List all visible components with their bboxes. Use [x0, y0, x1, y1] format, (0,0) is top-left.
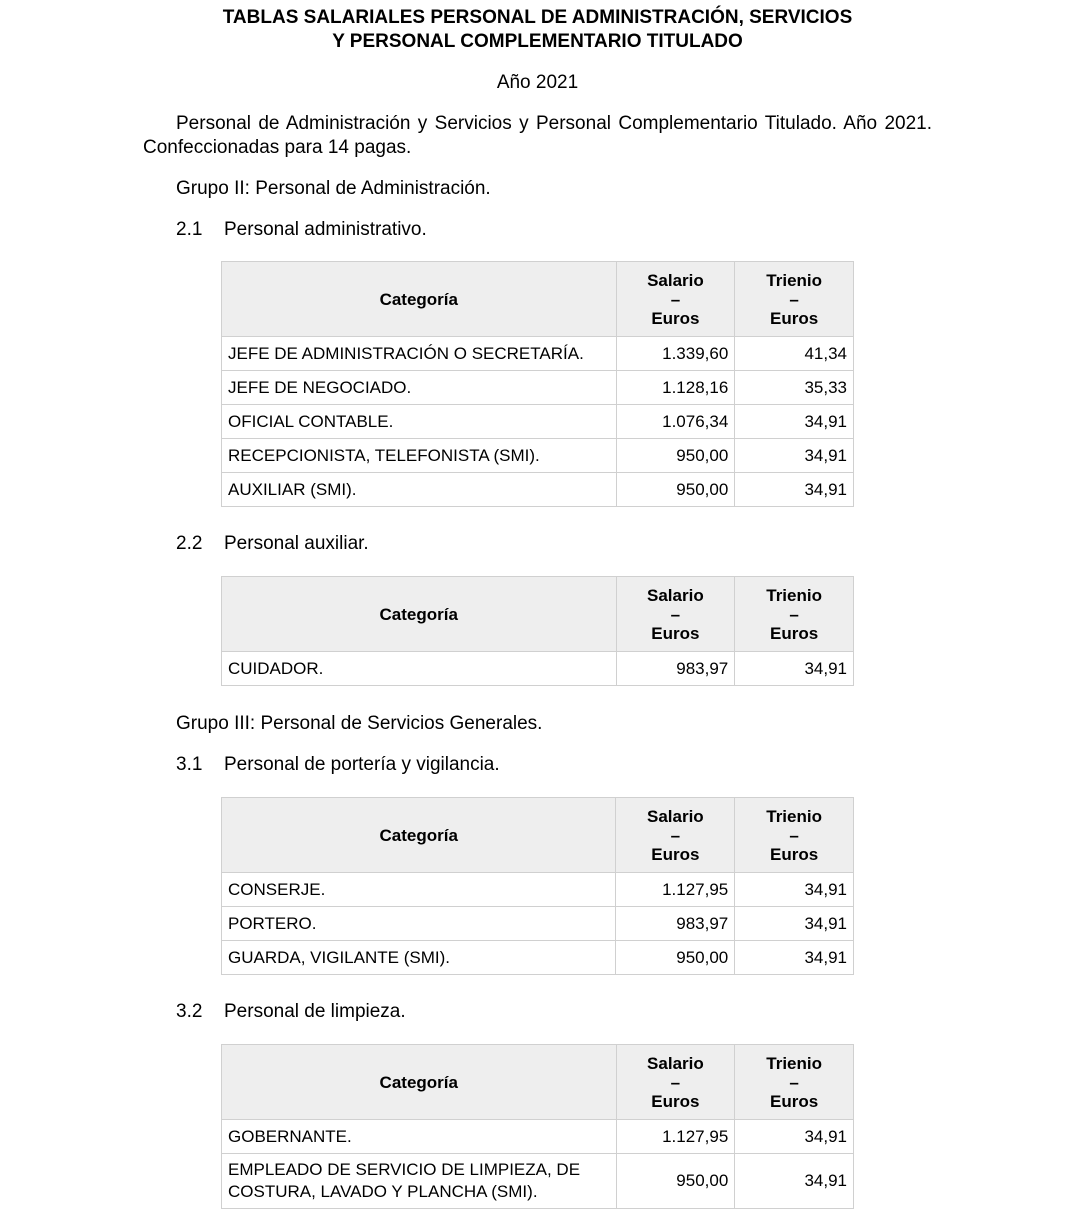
section-heading: 2.1 Personal administrativo.	[176, 219, 427, 241]
title-line-1: TABLAS SALARIALES PERSONAL DE ADMINISTRA…	[222, 7, 853, 28]
table-header-row: Categoría Salario – Euros Trienio – Euros	[221, 261, 854, 337]
cell-categoria: GOBERNANTE.	[221, 1119, 617, 1154]
table-row: CUIDADOR. 983,97 34,91	[221, 651, 854, 686]
header-salario: Salario – Euros	[615, 797, 736, 873]
cell-trienio: 34,91	[734, 438, 854, 473]
section-heading: 2.2 Personal auxiliar.	[176, 533, 369, 555]
cell-trienio: 34,91	[734, 472, 854, 507]
header-categoria: Categoría	[221, 576, 617, 652]
intro-paragraph: Personal de Administración y Servicios y…	[143, 113, 932, 158]
cell-salario: 1.076,34	[615, 404, 736, 439]
cell-salario: 1.339,60	[615, 336, 736, 371]
header-trienio: Trienio – Euros	[734, 1044, 854, 1120]
salary-table: Categoría Salario – Euros Trienio – Euros GO…	[221, 1044, 854, 1209]
section-number: 3.2	[176, 1001, 203, 1022]
salary-table: Categoría Salario – Euros Trienio – Euros JE…	[221, 261, 854, 507]
cell-salario: 950,00	[615, 472, 736, 507]
header-trienio: Trienio – Euros	[734, 797, 854, 873]
cell-categoria: GUARDA, VIGILANTE (SMI).	[220, 940, 617, 975]
title-line-2: Y PERSONAL COMPLEMENTARIO TITULADO	[332, 31, 743, 52]
cell-categoria: AUXILIAR (SMI).	[221, 472, 617, 507]
cell-salario: 950,00	[615, 940, 736, 975]
cell-trienio: 34,91	[734, 1153, 854, 1209]
cell-categoria: OFICIAL CONTABLE.	[221, 404, 617, 439]
header-categoria: Categoría	[220, 797, 617, 873]
cell-categoria: RECEPCIONISTA, TELEFONISTA (SMI).	[221, 438, 617, 473]
table-row: PORTERO. 983,97 34,91	[220, 906, 854, 941]
table-row: CONSERJE. 1.127,95 34,91	[220, 872, 854, 907]
table-row: JEFE DE ADMINISTRACIÓN O SECRETARÍA. 1.3…	[221, 336, 854, 371]
section-heading: 3.1 Personal de portería y vigilancia.	[176, 754, 500, 776]
group-heading: Grupo III: Personal de Servicios General…	[176, 713, 543, 734]
table-row: EMPLEADO DE SERVICIO DE LIMPIEZA, DE COS…	[221, 1153, 854, 1209]
cell-categoria: CUIDADOR.	[221, 651, 617, 686]
document-year: Año 2021	[496, 72, 579, 93]
cell-salario: 950,00	[615, 438, 736, 473]
table-header-row: Categoría Salario – Euros Trienio – Euros	[220, 797, 854, 873]
header-salario: Salario – Euros	[615, 576, 736, 652]
cell-trienio: 34,91	[734, 404, 854, 439]
cell-trienio: 34,91	[734, 872, 854, 907]
section-title: Personal auxiliar.	[224, 533, 369, 554]
cell-salario: 1.127,95	[615, 872, 736, 907]
header-salario: Salario – Euros	[615, 1044, 736, 1120]
cell-trienio: 34,91	[734, 906, 854, 941]
section-number: 2.1	[176, 219, 203, 240]
salary-table: Categoría Salario – Euros Trienio – Euros CU…	[221, 576, 854, 686]
section-title: Personal administrativo.	[224, 219, 427, 240]
header-categoria: Categoría	[221, 261, 617, 337]
table-row: GOBERNANTE. 1.127,95 34,91	[221, 1119, 854, 1154]
header-trienio: Trienio – Euros	[734, 576, 854, 652]
header-categoria: Categoría	[221, 1044, 617, 1120]
cell-salario: 1.127,95	[615, 1119, 736, 1154]
cell-salario: 983,97	[615, 906, 736, 941]
cell-categoria: PORTERO.	[220, 906, 617, 941]
table-row: AUXILIAR (SMI). 950,00 34,91	[221, 472, 854, 507]
section-number: 3.1	[176, 754, 203, 775]
table-row: OFICIAL CONTABLE. 1.076,34 34,91	[221, 404, 854, 439]
cell-categoria: EMPLEADO DE SERVICIO DE LIMPIEZA, DE COS…	[221, 1153, 617, 1209]
cell-salario: 950,00	[615, 1153, 736, 1209]
cell-trienio: 34,91	[734, 651, 854, 686]
header-salario: Salario – Euros	[615, 261, 736, 337]
section-number: 2.2	[176, 533, 203, 554]
table-row: GUARDA, VIGILANTE (SMI). 950,00 34,91	[220, 940, 854, 975]
table-header-row: Categoría Salario – Euros Trienio – Euros	[221, 1044, 854, 1120]
section-title: Personal de limpieza.	[224, 1001, 406, 1022]
table-row: RECEPCIONISTA, TELEFONISTA (SMI). 950,00…	[221, 438, 854, 473]
section-heading: 3.2 Personal de limpieza.	[176, 1001, 406, 1023]
cell-trienio: 34,91	[734, 940, 854, 975]
cell-trienio: 35,33	[734, 370, 854, 405]
section-title: Personal de portería y vigilancia.	[224, 754, 500, 775]
cell-salario: 1.128,16	[615, 370, 736, 405]
document-title: TABLAS SALARIALES PERSONAL DE ADMINISTRA…	[0, 6, 1065, 54]
group-heading: Grupo II: Personal de Administración.	[176, 178, 491, 199]
header-trienio: Trienio – Euros	[734, 261, 854, 337]
cell-salario: 983,97	[615, 651, 736, 686]
table-header-row: Categoría Salario – Euros Trienio – Euros	[221, 576, 854, 652]
table-row: JEFE DE NEGOCIADO. 1.128,16 35,33	[221, 370, 854, 405]
cell-categoria: CONSERJE.	[220, 872, 617, 907]
cell-categoria: JEFE DE ADMINISTRACIÓN O SECRETARÍA.	[221, 336, 617, 371]
cell-categoria: JEFE DE NEGOCIADO.	[221, 370, 617, 405]
cell-trienio: 34,91	[734, 1119, 854, 1154]
salary-table: Categoría Salario – Euros Trienio – Euros CO…	[220, 797, 854, 975]
cell-trienio: 41,34	[734, 336, 854, 371]
